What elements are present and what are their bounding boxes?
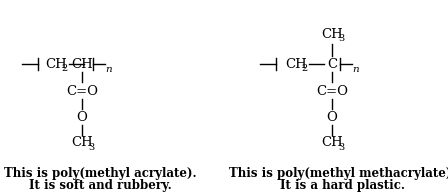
Text: 3: 3 — [338, 34, 344, 43]
Text: C=O: C=O — [66, 84, 98, 97]
Text: O: O — [77, 111, 87, 123]
Text: 2: 2 — [302, 64, 308, 73]
Text: n: n — [353, 64, 359, 74]
Text: 3: 3 — [338, 142, 344, 152]
Text: CH: CH — [321, 27, 343, 41]
Text: It is soft and rubbery.: It is soft and rubbery. — [29, 179, 172, 191]
Text: CH: CH — [45, 57, 67, 71]
Text: CH: CH — [71, 136, 93, 150]
Text: CH: CH — [321, 136, 343, 150]
Text: CH: CH — [71, 57, 93, 71]
Text: 2: 2 — [62, 64, 68, 73]
Text: CH: CH — [285, 57, 307, 71]
Text: This is poly(methyl methacrylate).: This is poly(methyl methacrylate). — [229, 168, 448, 181]
Text: 3: 3 — [88, 142, 94, 152]
Text: C=O: C=O — [316, 84, 348, 97]
Text: It is a hard plastic.: It is a hard plastic. — [280, 179, 405, 191]
Text: n: n — [106, 64, 112, 74]
Text: O: O — [327, 111, 337, 123]
Text: This is poly(methyl acrylate).: This is poly(methyl acrylate). — [4, 168, 196, 181]
Text: C: C — [327, 57, 337, 71]
